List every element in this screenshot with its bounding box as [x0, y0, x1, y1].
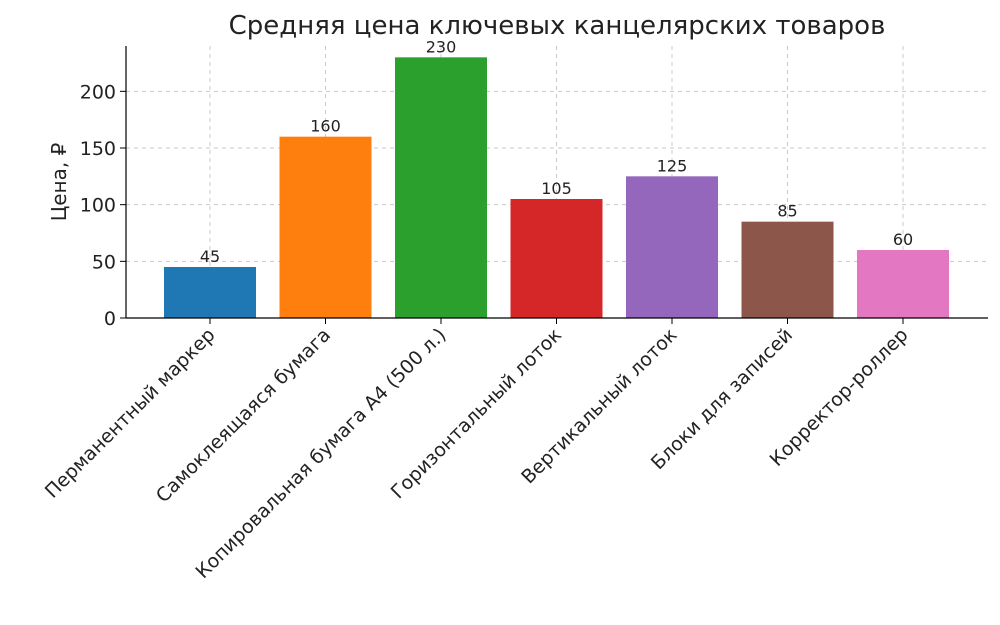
bar [741, 221, 834, 318]
bar-value-label: 85 [777, 202, 797, 221]
bar-value-label: 60 [893, 230, 913, 249]
x-tick-label: Копировальная бумага А4 (500 л.) [191, 324, 450, 583]
bar-value-label: 105 [541, 179, 572, 198]
bar-value-label: 160 [310, 117, 341, 136]
bar-value-label: 230 [426, 37, 457, 56]
data-labels: 45 160 230 105 125 85 60 [200, 37, 913, 266]
y-tick-label: 200 [80, 81, 116, 103]
y-tick-labels: 0 50 100 150 200 [80, 81, 126, 330]
bar [395, 57, 487, 318]
bar-value-label: 125 [657, 156, 688, 175]
bar [626, 176, 718, 318]
bar [164, 267, 256, 318]
bar [510, 199, 603, 318]
bar-value-label: 45 [200, 247, 220, 266]
y-tick-label: 50 [92, 251, 116, 273]
bars [164, 57, 949, 318]
y-axis-label: Цена, ₽ [47, 142, 71, 221]
bar [279, 136, 372, 318]
chart-title: Средняя цена ключевых канцелярских товар… [229, 11, 886, 41]
y-tick-label: 150 [80, 138, 116, 160]
bar [857, 250, 949, 318]
y-tick-label: 0 [104, 308, 116, 330]
y-tick-label: 100 [80, 195, 116, 217]
